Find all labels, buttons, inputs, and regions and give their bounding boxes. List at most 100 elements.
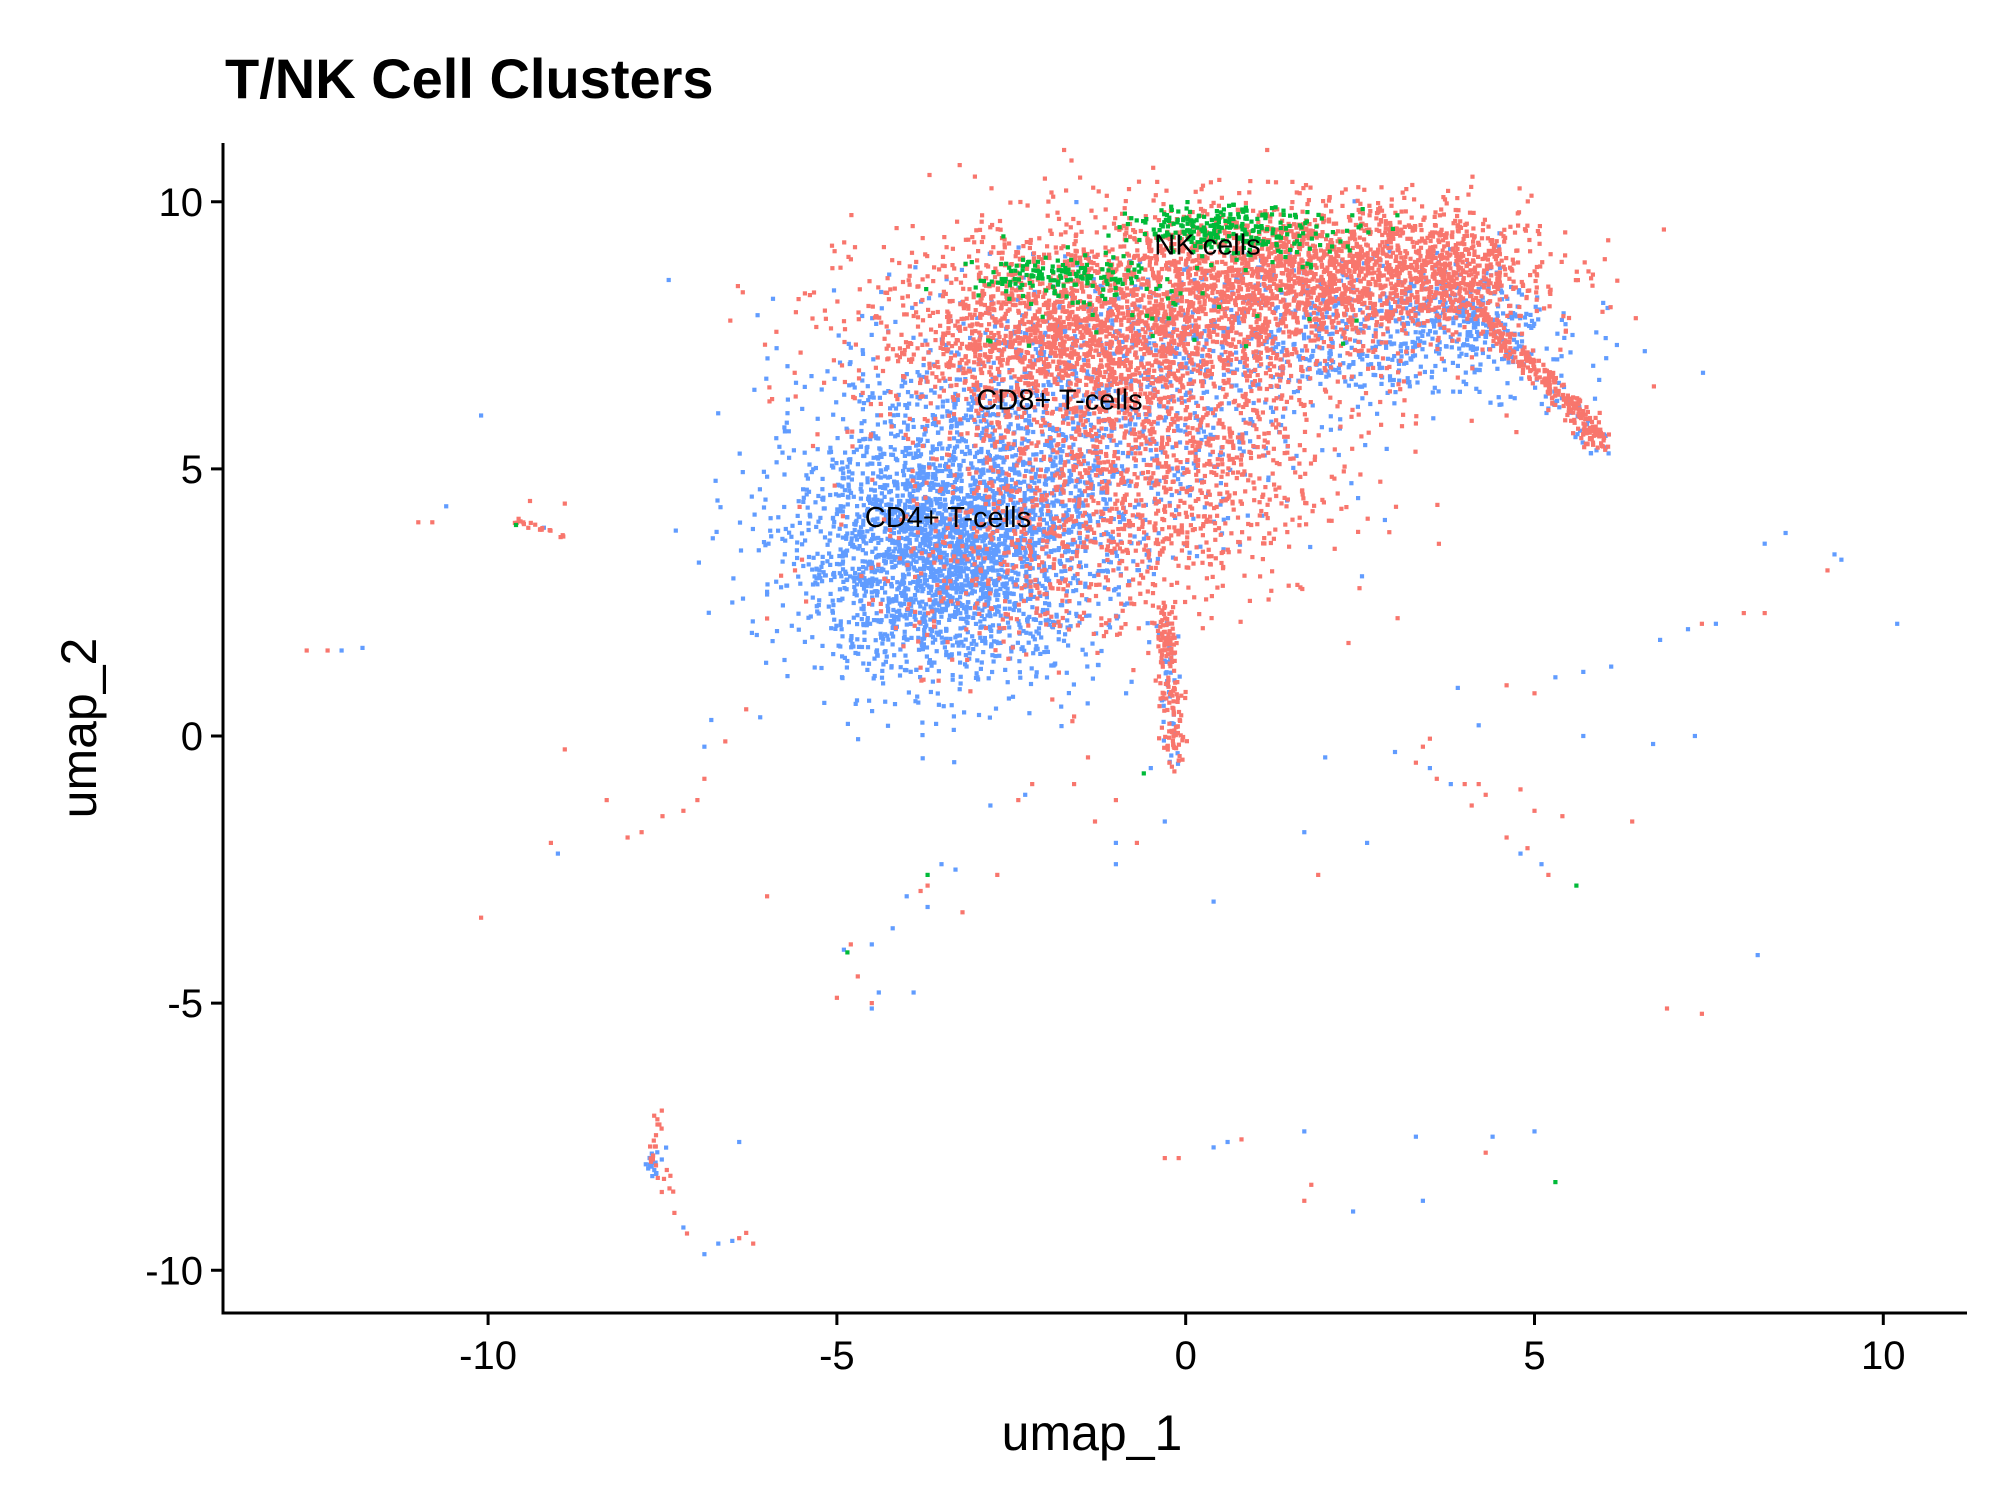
data-point bbox=[1169, 466, 1174, 471]
data-point bbox=[979, 547, 984, 552]
data-point bbox=[1031, 452, 1036, 457]
data-point bbox=[859, 393, 864, 398]
data-point bbox=[1037, 565, 1042, 570]
data-point bbox=[963, 637, 968, 642]
data-point bbox=[1202, 329, 1207, 334]
data-point bbox=[1069, 529, 1074, 534]
data-point bbox=[937, 497, 943, 502]
data-point bbox=[903, 543, 908, 549]
data-point bbox=[1293, 308, 1298, 313]
data-point bbox=[846, 469, 852, 474]
data-point bbox=[1032, 540, 1037, 546]
data-point bbox=[1116, 418, 1121, 423]
data-point bbox=[970, 575, 975, 580]
data-point bbox=[895, 580, 900, 585]
data-point bbox=[1280, 414, 1286, 419]
data-point bbox=[915, 694, 920, 699]
data-point bbox=[843, 569, 848, 574]
data-point bbox=[986, 502, 991, 507]
data-point bbox=[1379, 308, 1384, 313]
data-point bbox=[1123, 423, 1128, 428]
data-point bbox=[930, 640, 935, 645]
data-point bbox=[958, 561, 963, 566]
data-point bbox=[983, 569, 988, 574]
data-point bbox=[1169, 492, 1174, 498]
data-point bbox=[1133, 464, 1138, 469]
data-point bbox=[903, 502, 908, 507]
data-point bbox=[1288, 290, 1293, 295]
data-point bbox=[1098, 340, 1103, 345]
data-point bbox=[884, 654, 889, 659]
data-point bbox=[1391, 377, 1396, 383]
data-point bbox=[917, 544, 923, 549]
data-point bbox=[879, 499, 884, 504]
data-point bbox=[1144, 532, 1149, 537]
data-point bbox=[1248, 417, 1253, 422]
data-point bbox=[1407, 384, 1412, 389]
data-point bbox=[1045, 421, 1050, 426]
data-point bbox=[982, 617, 987, 622]
data-point bbox=[815, 416, 820, 421]
data-point bbox=[925, 904, 930, 910]
data-point bbox=[861, 539, 866, 544]
data-point bbox=[1519, 344, 1524, 349]
data-point bbox=[1220, 421, 1225, 426]
data-point bbox=[1093, 289, 1098, 294]
data-point bbox=[930, 413, 935, 418]
data-point bbox=[1012, 374, 1017, 379]
data-point bbox=[916, 574, 921, 579]
data-point bbox=[1496, 244, 1501, 249]
data-point bbox=[928, 560, 934, 565]
data-point bbox=[1222, 293, 1227, 298]
data-point bbox=[952, 449, 957, 454]
data-point bbox=[1003, 476, 1008, 481]
data-point bbox=[1218, 481, 1223, 486]
data-point bbox=[896, 539, 901, 544]
data-point bbox=[1041, 395, 1046, 400]
data-point bbox=[1366, 362, 1371, 367]
data-point bbox=[1108, 306, 1113, 311]
data-point bbox=[777, 444, 782, 449]
data-point bbox=[971, 295, 976, 300]
data-point bbox=[969, 552, 974, 557]
data-point bbox=[908, 669, 913, 674]
data-point bbox=[1214, 395, 1219, 400]
data-point bbox=[1211, 348, 1216, 354]
data-point bbox=[893, 406, 899, 411]
data-point bbox=[1495, 366, 1500, 371]
data-point bbox=[1373, 328, 1378, 333]
data-point bbox=[1450, 360, 1455, 365]
data-point bbox=[1027, 574, 1032, 579]
data-point bbox=[940, 640, 945, 645]
data-point bbox=[1022, 648, 1027, 653]
data-point bbox=[1157, 478, 1162, 483]
data-point bbox=[904, 448, 909, 453]
data-point bbox=[1405, 345, 1410, 351]
data-point bbox=[1369, 315, 1375, 321]
data-point bbox=[844, 571, 849, 576]
data-point bbox=[897, 601, 902, 606]
data-point bbox=[924, 645, 930, 650]
data-point bbox=[1139, 373, 1144, 378]
data-point bbox=[1208, 407, 1213, 412]
data-point bbox=[838, 619, 843, 624]
data-point bbox=[840, 509, 845, 514]
data-point bbox=[951, 455, 956, 460]
data-point bbox=[903, 380, 908, 385]
data-point bbox=[965, 583, 970, 588]
data-point bbox=[905, 478, 910, 483]
data-point bbox=[993, 514, 999, 519]
data-point bbox=[978, 468, 984, 473]
data-point bbox=[1469, 318, 1475, 323]
data-point bbox=[1519, 376, 1524, 381]
data-point bbox=[992, 493, 997, 498]
data-point bbox=[909, 635, 914, 640]
data-point bbox=[851, 575, 856, 580]
data-point bbox=[905, 545, 910, 551]
data-point bbox=[984, 591, 989, 596]
data-point bbox=[922, 634, 927, 639]
data-point bbox=[843, 553, 848, 558]
data-point bbox=[1046, 617, 1052, 622]
data-point bbox=[1021, 611, 1026, 616]
data-point bbox=[1147, 335, 1152, 340]
